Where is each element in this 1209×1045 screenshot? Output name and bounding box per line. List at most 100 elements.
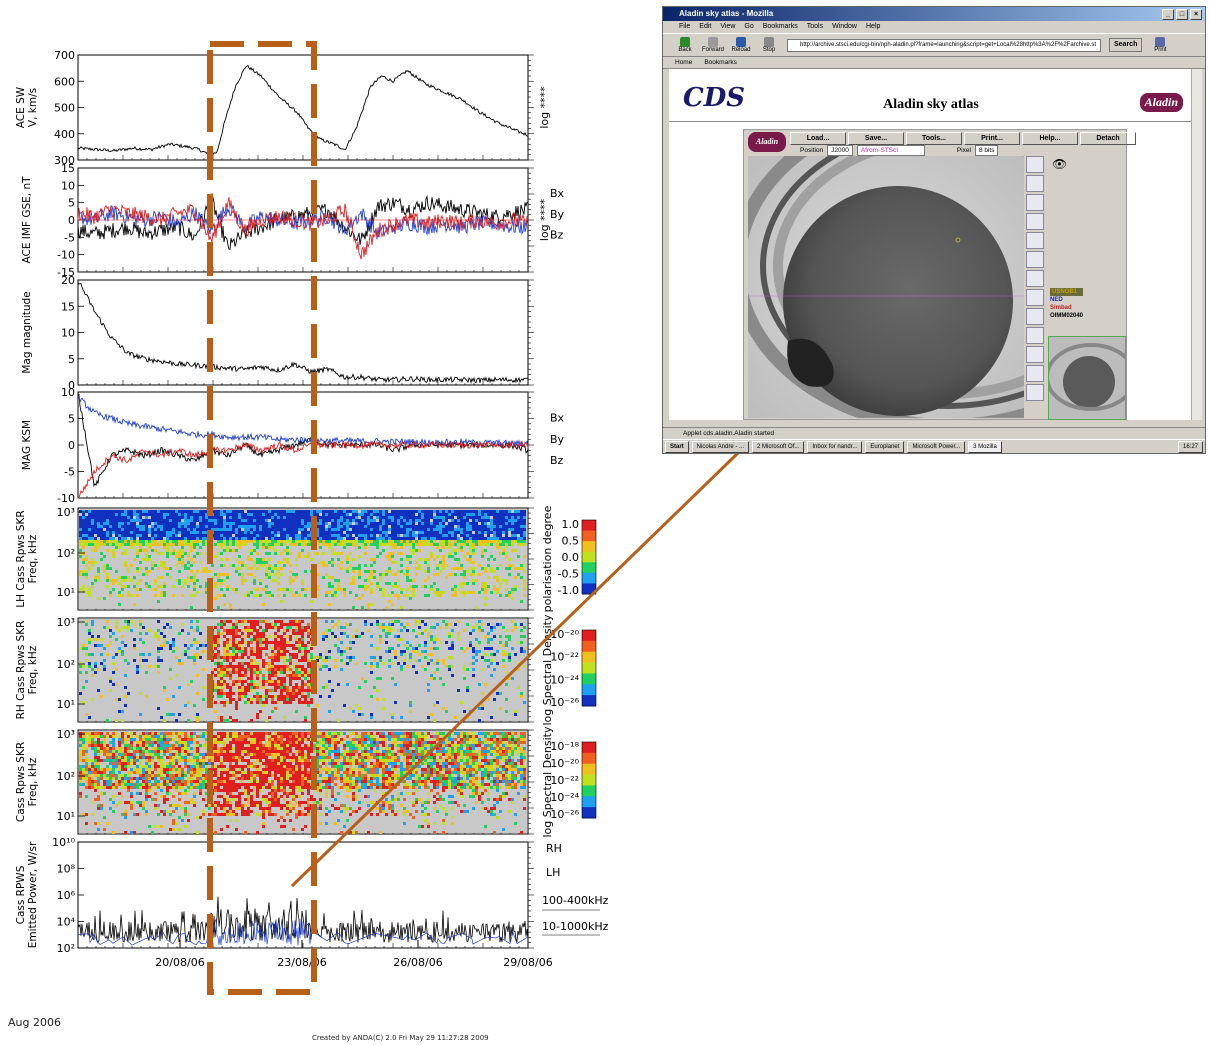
rh_spectral-cell — [229, 716, 232, 719]
lh_polarisation-cell — [484, 567, 487, 570]
lh_polarisation-cell — [286, 531, 289, 534]
lh_polarisation-cell — [340, 513, 343, 516]
rh_spectral-cell — [283, 632, 286, 635]
rh_spectral-cell — [376, 647, 379, 650]
rh_spectral-cell — [94, 665, 97, 668]
rh_spectral-cell — [244, 701, 247, 704]
lh_polarisation-cell — [142, 528, 145, 531]
lh_polarisation-cell — [166, 549, 169, 552]
lh_polarisation-cell — [376, 522, 379, 525]
rh_spectral-cell — [88, 632, 91, 635]
rh_spectral-cell — [214, 686, 217, 689]
lh_polarisation-cell — [277, 516, 280, 519]
lh_polarisation-cell — [181, 564, 184, 567]
lh_polarisation-cell — [406, 543, 409, 546]
rh_spectral-cell — [448, 623, 451, 626]
rh_spectral-cell — [331, 620, 334, 623]
lh_polarisation-cell — [121, 543, 124, 546]
lh_polarisation-cell — [133, 522, 136, 525]
lh_polarisation-cell — [517, 522, 520, 525]
lh_polarisation-cell — [91, 534, 94, 537]
lh_polarisation-cell — [190, 570, 193, 573]
mag_ksm-series-line — [77, 440, 529, 499]
cass_spectral-cell — [109, 771, 112, 774]
lh_polarisation-cell — [472, 570, 475, 573]
rh_spectral-cell — [139, 626, 142, 629]
lh_polarisation-cell — [169, 525, 172, 528]
rh_spectral-cell — [289, 683, 292, 686]
cass_spectral-cell — [148, 786, 151, 789]
lh_polarisation-cell — [97, 528, 100, 531]
lh_polarisation-cell — [118, 534, 121, 537]
rh_spectral-cell — [409, 653, 412, 656]
rh_spectral-cell — [193, 656, 196, 659]
rh_spectral-cell — [436, 662, 439, 665]
ace_sw-ytick-label: 500 — [54, 102, 75, 115]
rh_spectral-cell — [229, 638, 232, 641]
rh_spectral-cell — [406, 629, 409, 632]
lh_polarisation-cell — [139, 579, 142, 582]
lh_polarisation-cell — [439, 543, 442, 546]
lh_polarisation-cell — [196, 525, 199, 528]
rh_spectral-cell — [277, 683, 280, 686]
rh_spectral-cell — [433, 671, 436, 674]
lh_polarisation-cell — [265, 543, 268, 546]
lh_polarisation-cell — [517, 531, 520, 534]
lh_polarisation-cell — [262, 540, 265, 543]
lh_polarisation-cell — [520, 537, 523, 540]
rh_spectral-cell — [487, 641, 490, 644]
rh_spectral-cell — [241, 653, 244, 656]
lh_polarisation-cell — [397, 579, 400, 582]
rh_spectral-ytick-label: 10¹ — [57, 698, 75, 711]
lh_polarisation-cell — [496, 537, 499, 540]
rh_spectral-cell — [268, 623, 271, 626]
lh_polarisation-cell — [400, 564, 403, 567]
cass_spectral-cell — [88, 744, 91, 747]
rh_spectral-cell — [196, 629, 199, 632]
lh_polarisation-cell — [235, 531, 238, 534]
lh_polarisation-cell — [328, 531, 331, 534]
lh_polarisation-cell — [517, 528, 520, 531]
lh_polarisation-cell — [211, 522, 214, 525]
lh_polarisation-cell — [88, 561, 91, 564]
lh_polarisation-cell — [259, 579, 262, 582]
rh_spectral-cell — [301, 638, 304, 641]
rh_spectral-cell — [247, 662, 250, 665]
cass_spectral-cell — [142, 786, 145, 789]
lh_polarisation-cell — [256, 552, 259, 555]
lh_polarisation-cell — [322, 510, 325, 513]
lh_polarisation-cell — [448, 555, 451, 558]
lh_polarisation-cell — [124, 528, 127, 531]
lh_polarisation-cell — [325, 540, 328, 543]
lh_polarisation-cell — [277, 513, 280, 516]
lh_polarisation-cell — [118, 516, 121, 519]
lh_polarisation-cell — [343, 525, 346, 528]
rh_spectral-cell — [508, 677, 511, 680]
lh_polarisation-cell — [181, 594, 184, 597]
lh_polarisation-cell — [454, 591, 457, 594]
lh_polarisation-cell — [271, 513, 274, 516]
lh_polarisation-cell — [172, 534, 175, 537]
lh_polarisation-cell — [487, 564, 490, 567]
cass_spectral-cell — [142, 768, 145, 771]
rh_spectral-cell — [370, 716, 373, 719]
lh_polarisation-cell — [286, 513, 289, 516]
lh_polarisation-cell — [184, 537, 187, 540]
lh_polarisation-cell — [454, 558, 457, 561]
lh_polarisation-cell — [325, 537, 328, 540]
lh_polarisation-cell — [166, 555, 169, 558]
rh_spectral-cell — [262, 635, 265, 638]
rh_spectral-cell — [475, 659, 478, 662]
lh_polarisation-cell — [109, 513, 112, 516]
cass_spectral-cell — [139, 783, 142, 786]
lh_polarisation-cell — [484, 519, 487, 522]
rh_spectral-cell — [283, 662, 286, 665]
rh_spectral-cell — [334, 665, 337, 668]
rh_spectral-cell — [220, 632, 223, 635]
lh_polarisation-cell — [388, 600, 391, 603]
lh_polarisation-cell — [337, 588, 340, 591]
lh_polarisation-cell — [466, 558, 469, 561]
lh_polarisation-cell — [223, 534, 226, 537]
lh_polarisation-cell — [418, 510, 421, 513]
rh_spectral-cell — [286, 695, 289, 698]
